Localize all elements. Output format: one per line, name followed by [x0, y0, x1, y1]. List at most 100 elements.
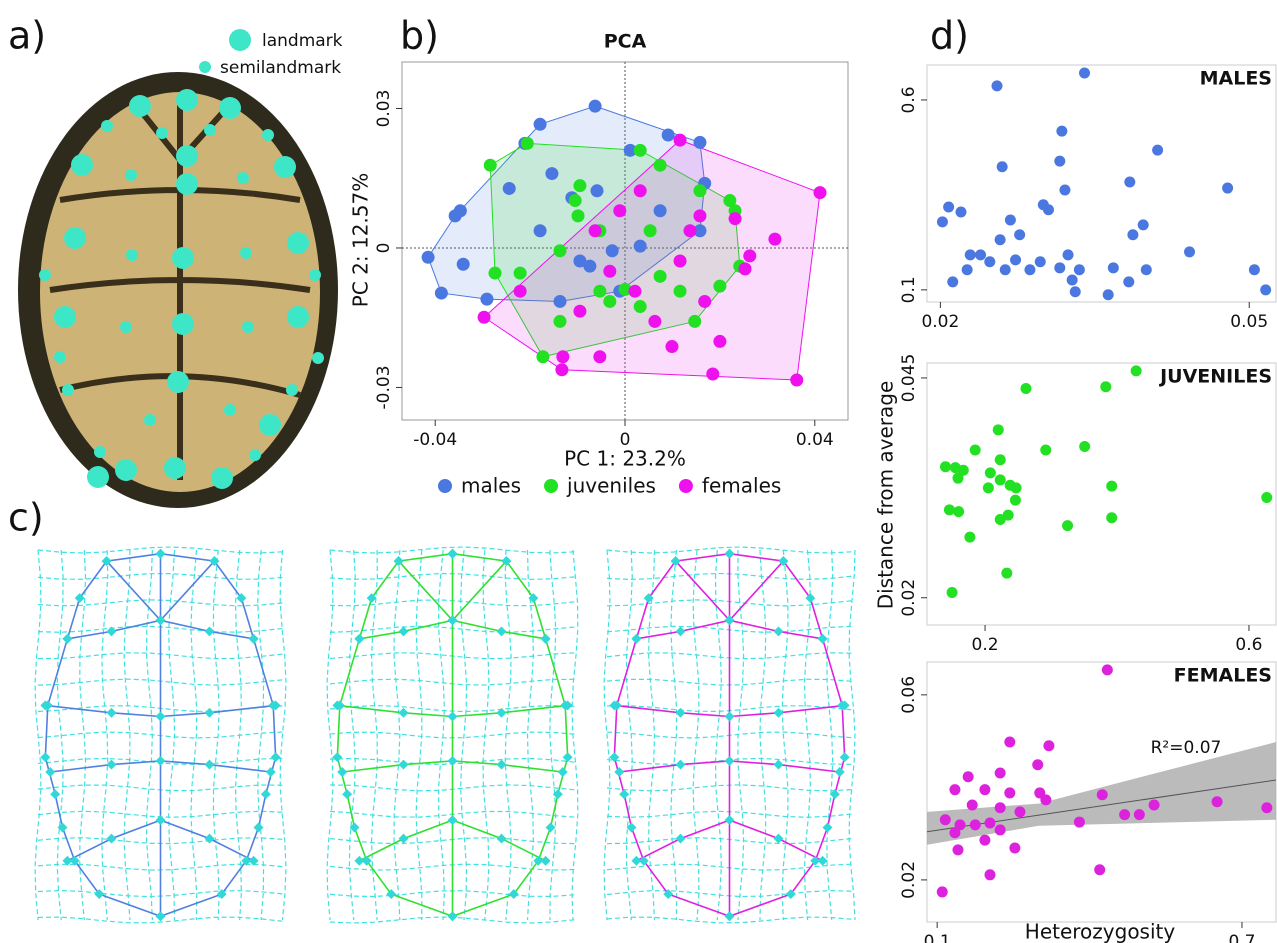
x-axis-label: PC 1: 23.2%: [564, 447, 686, 471]
grid-line-v: [326, 549, 334, 921]
wireframe-vertex: [839, 700, 850, 711]
wireframe-vertex: [40, 700, 51, 711]
point: [953, 506, 965, 518]
y-axis-label: Distance from average: [874, 381, 898, 610]
semilandmark: [240, 247, 252, 259]
wireframe-vertex: [155, 815, 166, 826]
wireframe-vertex: [675, 626, 686, 637]
wireframe-vertex: [393, 556, 404, 567]
point: [1014, 229, 1026, 241]
point: [593, 284, 607, 298]
wireframe-vertex: [204, 707, 215, 718]
grid-line-v: [482, 549, 490, 921]
legend-label: juveniles: [566, 474, 656, 498]
point: [1124, 176, 1136, 188]
grid-line-v: [781, 549, 789, 921]
wireframe-vertex: [724, 755, 735, 766]
point: [1040, 794, 1052, 806]
landmark: [167, 371, 189, 393]
wireframe-vertex: [332, 752, 343, 763]
point: [1148, 799, 1160, 811]
point: [593, 350, 607, 364]
point: [573, 304, 587, 318]
wireframe-vertex: [248, 633, 259, 644]
wireframe-vertex: [101, 556, 112, 567]
point: [1137, 219, 1149, 231]
wireframe-vertex: [265, 767, 276, 777]
point: [603, 264, 617, 278]
wireframe-vertex: [241, 855, 252, 866]
wireframe-vertex: [805, 593, 816, 604]
point: [633, 184, 647, 198]
wireframe-vertex: [361, 855, 372, 866]
point: [698, 294, 712, 308]
point: [994, 454, 1006, 466]
point: [992, 424, 1004, 436]
point: [588, 224, 602, 238]
point: [1261, 802, 1273, 814]
wireframe-vertex: [447, 711, 458, 722]
point: [982, 482, 994, 494]
landmark: [115, 459, 137, 481]
point: [955, 206, 967, 218]
wireframe-vertex: [817, 855, 828, 866]
semilandmark: [54, 351, 66, 363]
wireframe-vertex: [817, 633, 828, 644]
wireframe-vertex: [204, 626, 215, 637]
landmark: [259, 414, 281, 436]
y-tick-label: 0.03: [374, 90, 394, 128]
legend-label: males: [461, 474, 521, 498]
wireframe-vertex: [106, 626, 117, 637]
wireframe-vertex: [106, 833, 117, 844]
wireframe-vertex: [545, 822, 556, 833]
point: [949, 827, 961, 839]
point: [421, 250, 435, 264]
grid-line-v: [212, 549, 220, 921]
grid-line-v: [692, 549, 700, 921]
point: [693, 224, 707, 238]
wireframe-vertex: [94, 889, 105, 900]
wireframe-vertex: [609, 752, 620, 763]
y-tick-label: 0.045: [899, 354, 919, 403]
chart-title: MALES: [1200, 68, 1272, 90]
point: [723, 194, 737, 208]
point: [613, 204, 627, 218]
point: [1222, 182, 1234, 194]
x-axis-label: Heterozygosity: [1025, 920, 1176, 943]
wireframe-vertex: [40, 752, 51, 763]
legend-marker: [199, 61, 211, 73]
landmark: [176, 173, 198, 195]
point: [693, 209, 707, 223]
point: [1042, 204, 1054, 216]
y-tick-label: -0.03: [374, 365, 394, 409]
wireframe-vertex: [354, 855, 365, 866]
point: [573, 254, 587, 268]
point: [661, 128, 675, 142]
wireframe-vertex: [155, 615, 166, 626]
point: [1106, 512, 1118, 524]
point: [964, 249, 976, 261]
point: [1260, 284, 1272, 296]
grid-line-v: [549, 549, 557, 921]
grid-line-v: [257, 549, 265, 921]
wireframe-vertex: [562, 752, 573, 763]
landmark: [211, 467, 233, 489]
wireframe-vertex: [609, 700, 620, 711]
grid-line-h: [329, 546, 576, 554]
legend-label: landmark: [262, 31, 343, 51]
point: [502, 181, 516, 195]
legend-marker: [678, 479, 693, 493]
point: [533, 117, 547, 131]
wireframe-vertex: [106, 759, 117, 770]
grid-line-v: [168, 549, 176, 921]
wireframe-vertex: [631, 855, 642, 866]
point: [683, 224, 697, 238]
point: [713, 279, 727, 293]
point: [1054, 155, 1066, 167]
semilandmark: [224, 404, 236, 416]
point: [994, 802, 1006, 814]
landmark: [176, 145, 198, 167]
point: [480, 292, 494, 306]
chart-title: JUVENILES: [1158, 366, 1272, 388]
wireframe-vertex: [398, 707, 409, 718]
